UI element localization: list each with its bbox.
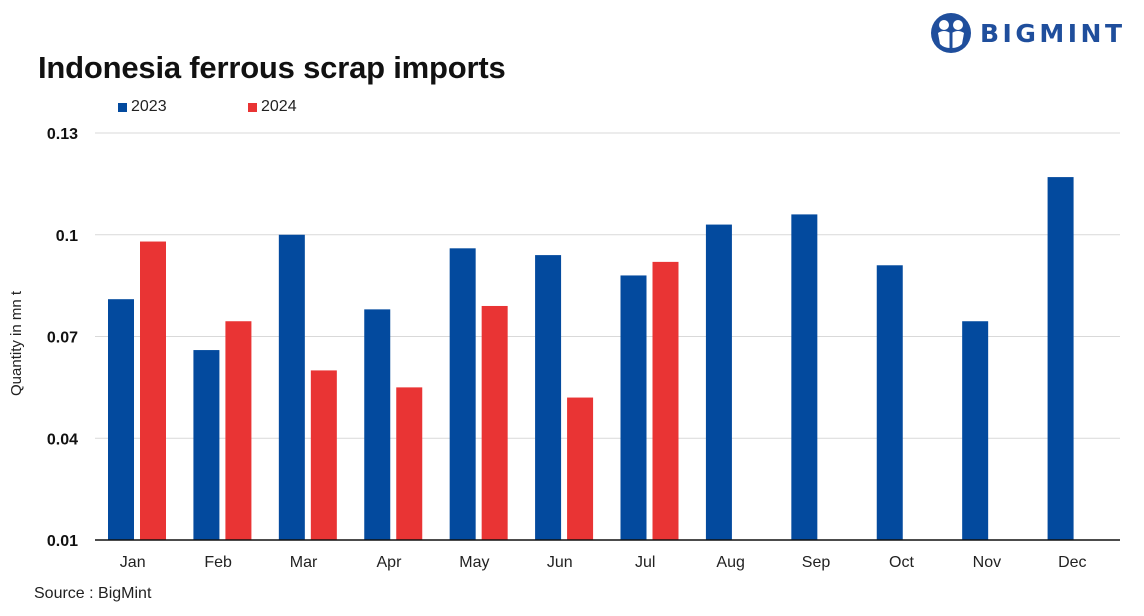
y-tick-label-0.07: 0.07 — [47, 330, 78, 347]
x-tick-label-sep: Sep — [802, 554, 831, 571]
bar-2024-jun — [567, 397, 594, 540]
bar-2024-may — [481, 305, 508, 540]
x-tick-label-nov: Nov — [973, 554, 1001, 571]
bar-2023-oct — [876, 265, 903, 540]
legend-label-2024: 2024 — [261, 98, 297, 115]
bar-2024-apr — [396, 387, 423, 540]
bar-2023-may — [449, 248, 476, 541]
x-tick-label-oct: Oct — [889, 554, 914, 571]
bar-2024-feb — [225, 321, 252, 540]
legend-swatch-2024 — [248, 102, 257, 112]
x-tick-label-feb: Feb — [204, 554, 232, 571]
bar-2023-sep — [791, 214, 818, 540]
legend: 2023 2024 — [118, 98, 378, 116]
y-tick-label-0.13: 0.13 — [47, 126, 78, 143]
bar-2023-jun — [535, 255, 562, 540]
bigmint-logo: BIGMINT — [930, 10, 1140, 56]
bar-2023-nov — [962, 321, 989, 540]
x-tick-label-jun: Jun — [547, 554, 573, 571]
y-tick-label-0.04: 0.04 — [47, 431, 78, 448]
bar-2023-dec — [1047, 177, 1074, 540]
bar-2023-jan — [108, 299, 134, 540]
x-tick-label-mar: Mar — [290, 554, 318, 571]
legend-item-2024: 2024 — [248, 98, 378, 116]
bar-2023-aug — [705, 224, 732, 540]
source-note: Source : BigMint — [34, 585, 152, 602]
bar-2024-jan — [140, 241, 166, 541]
legend-label-2023: 2023 — [131, 98, 167, 115]
bar-2024-mar — [310, 370, 337, 540]
logo-text: BIGMINT — [980, 18, 1126, 48]
bar-2024-jul — [652, 261, 679, 540]
legend-item-2023: 2023 — [118, 98, 248, 116]
bigmint-people-icon — [931, 13, 971, 53]
x-tick-label-aug: Aug — [716, 554, 744, 571]
legend-swatch-2023 — [118, 102, 127, 112]
bar-2023-mar — [278, 234, 305, 540]
chart-title: Indonesia ferrous scrap imports — [38, 50, 506, 85]
bar-2023-jul — [620, 275, 647, 540]
x-tick-label-jul: Jul — [635, 554, 655, 571]
x-tick-label-apr: Apr — [377, 554, 403, 571]
y-tick-label-0.1: 0.1 — [56, 228, 78, 245]
x-tick-label-jan: Jan — [120, 554, 146, 571]
y-tick-label-0.01: 0.01 — [47, 533, 78, 550]
bar-2023-feb — [193, 350, 220, 540]
x-tick-label-may: May — [459, 554, 489, 571]
x-tick-label-dec: Dec — [1058, 554, 1086, 571]
bar-2023-apr — [364, 309, 391, 540]
